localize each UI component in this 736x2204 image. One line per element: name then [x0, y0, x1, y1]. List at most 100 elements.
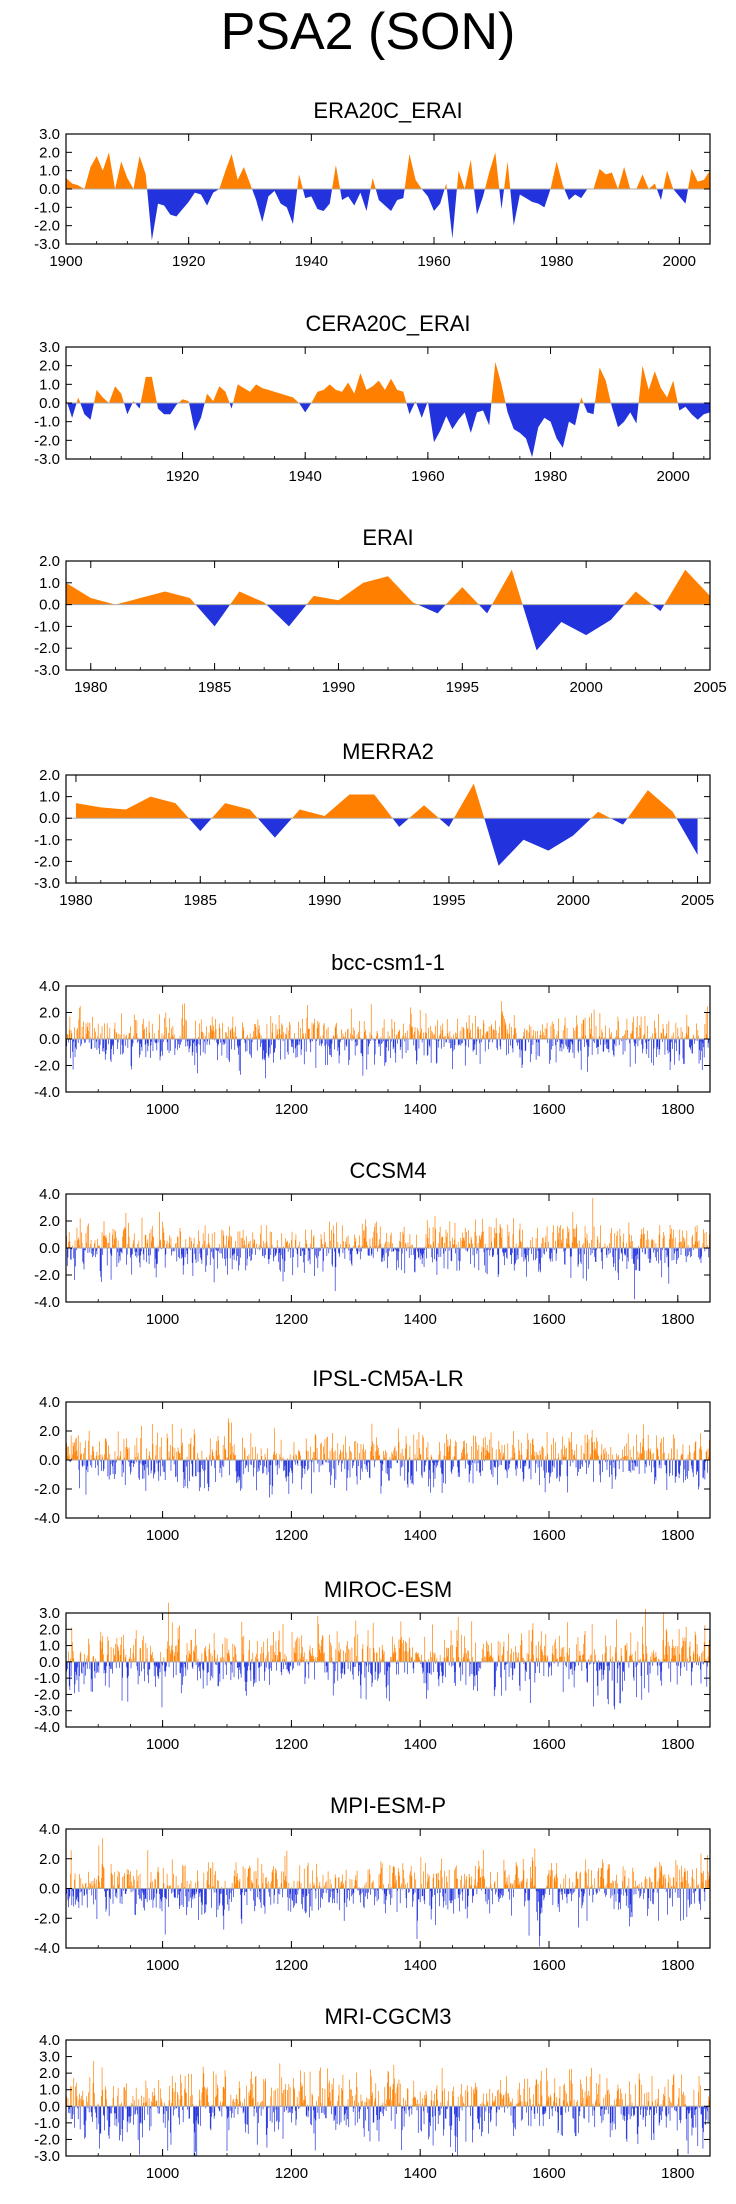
x-tick-label: 1980: [59, 892, 92, 909]
y-tick-label: -2.0: [34, 1686, 60, 1703]
y-tick-label: -1.0: [34, 414, 60, 431]
x-tick-label: 2005: [693, 679, 726, 696]
y-tick-label: 2.0: [39, 1005, 60, 1022]
y-tick-label: 2.0: [39, 358, 60, 375]
x-tick-label: 1400: [404, 1527, 437, 1544]
y-tick-label: -3.0: [34, 875, 60, 892]
x-tick-label: 2000: [557, 892, 590, 909]
x-tick-label: 1920: [166, 468, 199, 485]
y-tick-label: -1.0: [34, 199, 60, 216]
chart-svg: ERAI 2.0 1.0 0.0 -1.0 -2.0 -3.0 1980 1985 1990 199…: [34, 525, 727, 696]
y-tick-label: 2.0: [39, 1213, 60, 1230]
y-tick-label: -3.0: [34, 1703, 60, 1720]
y-tick-label: -2.0: [34, 1058, 60, 1075]
x-tick-label: 2000: [569, 679, 602, 696]
chart-title: bcc-csm1-1: [331, 950, 445, 975]
y-tick-label: 2.0: [39, 767, 60, 784]
y-tick-label: 3.0: [39, 339, 60, 356]
panel-erai: ERAI 2.0 1.0 0.0 -1.0 -2.0 -3.0 1980 1985 1990 199…: [0, 500, 736, 710]
y-tick-label: -1.0: [34, 832, 60, 849]
y-tick-label: -4.0: [34, 1510, 60, 1527]
x-tick-label: 1995: [432, 892, 465, 909]
y-tick-label: 0.0: [39, 1452, 60, 1469]
panel-cera20c-erai: CERA20C_ERAI 3.0 2.0 1.0 0.0 -1.0 -2.0 -3.0 1920…: [0, 285, 736, 499]
chart-title: MERRA2: [342, 739, 434, 764]
panel-miroc-esm: MIROC-ESM 3.0 2.0 1.0 0.0 -1.0 -2.0 -3.0 -4.0 100…: [0, 1550, 736, 1767]
y-tick-label: -2.0: [34, 853, 60, 870]
x-tick-label: 2000: [663, 253, 696, 270]
chart-svg: CERA20C_ERAI 3.0 2.01.0 0.0 -1.0-2.0 -3.0 1920…: [34, 311, 711, 485]
x-tick-label: 1200: [275, 1736, 308, 1753]
y-tick-label: -4.0: [34, 1294, 60, 1311]
x-tick-label: 1400: [404, 1736, 437, 1753]
y-tick-label: -2.0: [34, 1267, 60, 1284]
y-tick-label: -1.0: [34, 1670, 60, 1687]
y-tick-label: -1.0: [34, 618, 60, 635]
panel-mpi-esm-p: MPI-ESM-P 4.0 2.0 0.0 -2.0 -4.0 1000 1200 1400 16…: [0, 1766, 736, 1988]
y-tick-label: 2.0: [39, 144, 60, 161]
x-tick-label: 1920: [172, 253, 205, 270]
x-tick-label: 2000: [657, 468, 690, 485]
chart-svg: CCSM4 4.0 2.0 0.0 -2.0 -4.0 1000 1200 1400 1600 18…: [34, 1158, 711, 1328]
y-tick-label: 0.0: [39, 1654, 60, 1671]
x-tick-label: 1960: [411, 468, 444, 485]
chart-svg: IPSL-CM5A-LR 4.0 2.0 0.0 -2.0 -4.0 1000 1200 140…: [34, 1366, 711, 1544]
negative-area: [75, 818, 698, 866]
x-tick-label: 1200: [275, 1311, 308, 1328]
y-tick-label: 1.0: [39, 1638, 60, 1655]
y-tick-label: 0.0: [39, 810, 60, 827]
negative-area: [66, 403, 710, 458]
x-tick-label: 1980: [540, 253, 573, 270]
y-tick-label: 4.0: [39, 1394, 60, 1411]
data-layer: [65, 1001, 711, 1079]
chart-title: CCSM4: [349, 1158, 426, 1183]
y-tick-label: -2.0: [34, 432, 60, 449]
positive-area: [66, 152, 710, 189]
y-tick-label: 1.0: [39, 163, 60, 180]
chart-title: CERA20C_ERAI: [305, 311, 470, 336]
chart-title: IPSL-CM5A-LR: [312, 1366, 464, 1391]
y-tick-label: 4.0: [39, 978, 60, 995]
y-tick-label: 3.0: [39, 126, 60, 143]
x-tick-label: 1980: [534, 468, 567, 485]
data-layer: [65, 1197, 711, 1300]
data-layer: [66, 361, 710, 458]
y-tick-label: -2.0: [34, 640, 60, 657]
data-layer: [66, 152, 710, 241]
x-tick-label: 1000: [146, 1101, 179, 1118]
x-tick-label: 1000: [146, 1527, 179, 1544]
x-tick-label: 1800: [661, 1311, 694, 1328]
x-tick-label: 1600: [532, 1101, 565, 1118]
negative-area: [66, 189, 710, 241]
chart-svg: MIROC-ESM 3.02.01.00.0-1.0-2.0-3.0-4.0 100…: [34, 1577, 711, 1753]
data-layer: [66, 569, 710, 651]
x-tick-label: 1000: [146, 1736, 179, 1753]
y-tick-label: 1.0: [39, 376, 60, 393]
x-tick-label: 1600: [532, 1736, 565, 1753]
x-tick-label: 1990: [322, 679, 355, 696]
y-tick-label: 2.0: [39, 1621, 60, 1638]
plot-frame: [65, 774, 711, 884]
panel-ipsl-cm5a-lr: IPSL-CM5A-LR 4.0 2.0 0.0 -2.0 -4.0 1000 1200 140…: [0, 1339, 736, 1558]
chart-svg: bcc-csm1-1 4.0 2.0 0.0 -2.0 -4.0 1000 1200 1400 1…: [34, 950, 711, 1118]
y-tick-label: -3.0: [34, 662, 60, 679]
y-tick-label: -4.0: [34, 1719, 60, 1736]
x-tick-label: 1800: [661, 1736, 694, 1753]
y-tick-label: -2.0: [34, 218, 60, 235]
y-tick-label: 0.0: [39, 597, 60, 614]
data-layer: [65, 1838, 711, 1947]
x-tick-label: 1940: [295, 253, 328, 270]
positive-area: [66, 361, 710, 403]
x-tick-label: 1960: [417, 253, 450, 270]
x-tick-label: 1800: [661, 1527, 694, 1544]
x-tick-label: 1200: [275, 1527, 308, 1544]
x-tick-label: 1995: [446, 679, 479, 696]
y-tick-label: 4.0: [39, 1186, 60, 1203]
x-tick-label: 1400: [404, 1311, 437, 1328]
x-tick-label: 2005: [681, 892, 714, 909]
y-tick-label: 0.0: [39, 1240, 60, 1257]
data-layer: [75, 783, 698, 866]
x-tick-label: 1200: [275, 1101, 308, 1118]
x-tick-label: 1985: [184, 892, 217, 909]
